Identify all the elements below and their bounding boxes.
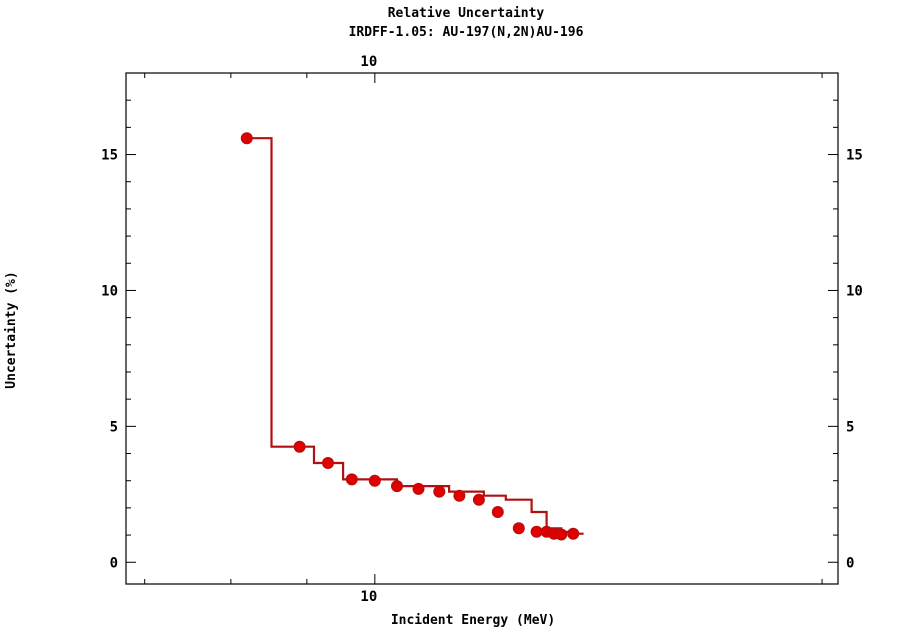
y-tick-label-right: 0	[846, 555, 854, 571]
data-point	[391, 480, 403, 493]
y-tick-label-left: 5	[110, 419, 118, 435]
data-point	[345, 473, 358, 486]
data-layer	[240, 132, 584, 541]
data-point	[453, 489, 466, 502]
data-point	[491, 506, 504, 518]
data-point	[472, 493, 485, 506]
chart-subtitle: IRDFF-1.05: AU-197(N,2N)AU-196	[349, 25, 584, 40]
data-point	[555, 528, 568, 541]
chart-title: Relative Uncertainty	[388, 6, 545, 21]
x-axis-label: Incident Energy (MeV)	[391, 613, 555, 628]
series-step-line	[246, 137, 584, 535]
data-point	[433, 485, 446, 498]
y-tick-label-left: 15	[101, 148, 118, 164]
y-tick-label-right: 15	[846, 148, 863, 164]
y-axis-label: Uncertainty (%)	[4, 271, 19, 388]
data-point	[412, 482, 425, 495]
data-point	[567, 527, 580, 540]
data-point	[293, 440, 306, 453]
y-tick-label-right: 10	[846, 283, 863, 299]
data-point	[322, 457, 334, 469]
data-point	[240, 132, 253, 145]
plot-frame	[125, 72, 839, 585]
x-tick-label-top: 10	[360, 54, 377, 70]
y-tick-label-left: 0	[110, 555, 118, 571]
x-tick-label-bottom: 10	[360, 589, 377, 605]
data-point	[368, 474, 381, 487]
data-point	[512, 522, 525, 535]
data-point	[530, 525, 543, 538]
y-tick-label-right: 5	[846, 419, 854, 435]
y-tick-label-left: 10	[101, 283, 118, 299]
axes-layer: 0 0 5 5 10 10 15 15 10 10	[101, 54, 863, 605]
